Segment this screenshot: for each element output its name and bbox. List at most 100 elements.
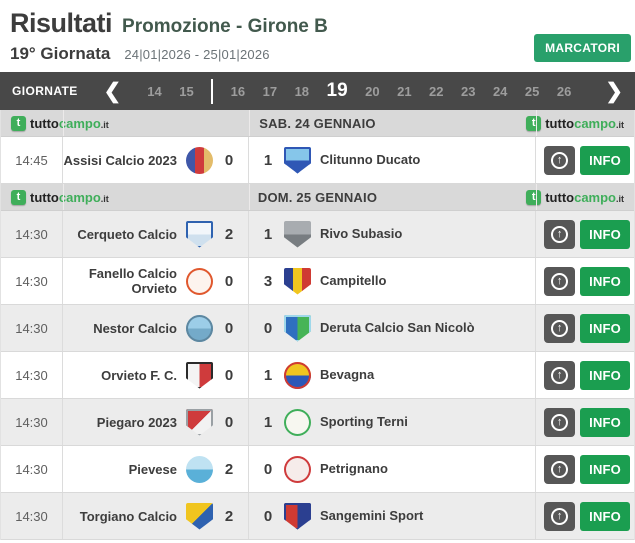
brand-tutto: tutto — [545, 115, 575, 131]
day-label: SAB. 24 GENNAIO — [259, 115, 376, 131]
home-team-name[interactable]: Orvieto F. C. — [101, 367, 177, 383]
round-17[interactable]: 17 — [262, 83, 278, 99]
round-19-current[interactable]: 19 — [326, 80, 348, 101]
home-team-logo — [186, 146, 213, 174]
tuttocampo-logo-text: tuttocampo.it — [545, 116, 624, 131]
arrow-up-circle-icon: ↑ — [551, 319, 569, 337]
home-team-name[interactable]: Assisi Calcio 2023 — [63, 152, 177, 168]
home-team-name[interactable]: Fanello Calcio Orvieto — [88, 266, 177, 296]
home-team-name[interactable]: Cerqueto Calcio — [77, 226, 177, 242]
away-team-score: 3 — [263, 272, 273, 290]
match-row: 14:45 Assisi Calcio 2023 0 1 Clitunno Du… — [1, 137, 634, 184]
away-team-score: 1 — [263, 151, 273, 169]
away-team-cell: 1 Clitunno Ducato — [249, 137, 536, 183]
match-time: 14:45 — [1, 137, 63, 183]
match-time: 14:30 — [1, 258, 63, 304]
home-team-logo — [186, 314, 213, 342]
round-16[interactable]: 16 — [230, 83, 246, 99]
page-title: Risultati — [10, 8, 113, 38]
away-team-name[interactable]: Campitello — [320, 273, 387, 289]
match-info-button[interactable]: INFO — [580, 454, 630, 484]
home-team-name[interactable]: Nestor Calcio — [93, 320, 177, 336]
home-team-name[interactable]: Piegaro 2023 — [96, 414, 177, 430]
column-divider — [63, 184, 64, 210]
rounds-divider-line — [211, 78, 214, 104]
arrow-up-circle-icon: ↑ — [551, 460, 569, 478]
match-info-button[interactable]: INFO — [580, 360, 630, 390]
match-report-button[interactable]: ↑ — [544, 219, 576, 249]
round-21[interactable]: 21 — [397, 83, 412, 99]
round-23[interactable]: 23 — [461, 83, 476, 99]
away-team-name[interactable]: Sporting Terni — [320, 414, 408, 430]
match-report-button[interactable]: ↑ — [544, 454, 576, 484]
match-report-button[interactable]: ↑ — [544, 313, 576, 343]
round-18[interactable]: 18 — [294, 83, 310, 99]
home-team-score: 0 — [224, 413, 234, 431]
home-team-logo — [186, 220, 213, 248]
away-team-name[interactable]: Petrignano — [320, 461, 388, 477]
match-info-button[interactable]: INFO — [580, 501, 630, 531]
away-team-logo — [284, 314, 311, 342]
home-team-name[interactable]: Torgiano Calcio — [79, 508, 177, 524]
match-actions: ↑ INFO — [536, 399, 634, 445]
arrow-up-circle-icon: ↑ — [551, 507, 569, 525]
round-25[interactable]: 25 — [524, 83, 540, 99]
home-team-score: 2 — [224, 507, 234, 525]
home-team-logo — [186, 502, 213, 530]
column-divider — [63, 110, 64, 136]
away-team-cell: 1 Sporting Terni — [249, 399, 536, 445]
away-team-name[interactable]: Sangemini Sport — [320, 508, 424, 524]
chevron-left-icon[interactable]: ❮ — [103, 79, 122, 103]
match-report-button[interactable]: ↑ — [544, 360, 576, 390]
brand-tld: .it — [100, 119, 109, 130]
match-actions: ↑ INFO — [536, 446, 634, 492]
away-team-cell: 0 Sangemini Sport — [249, 493, 536, 539]
home-team-score: 0 — [224, 272, 234, 290]
match-info-button[interactable]: INFO — [580, 313, 630, 343]
match-info-button[interactable]: INFO — [580, 407, 630, 437]
away-team-score: 0 — [263, 319, 273, 337]
match-info-button[interactable]: INFO — [580, 266, 630, 296]
tuttocampo-logo: t tuttocampo.it — [526, 189, 624, 205]
round-22[interactable]: 22 — [429, 83, 444, 99]
match-info-button[interactable]: INFO — [580, 219, 630, 249]
match-report-button[interactable]: ↑ — [544, 501, 576, 531]
brand-campo: campo — [58, 115, 101, 131]
round-24[interactable]: 24 — [492, 83, 508, 99]
round-20[interactable]: 20 — [365, 83, 380, 99]
away-team-name[interactable]: Clitunno Ducato — [320, 152, 421, 168]
home-team-logo — [186, 455, 213, 483]
away-team-name[interactable]: Deruta Calcio San Nicolò — [320, 320, 475, 336]
match-report-button[interactable]: ↑ — [544, 266, 576, 296]
tuttocampo-logo-icon: t — [526, 115, 542, 131]
round-14[interactable]: 14 — [147, 83, 162, 99]
brand-tld: .it — [100, 193, 109, 204]
away-team-name[interactable]: Bevagna — [320, 367, 375, 383]
brand-tutto: tutto — [30, 115, 59, 131]
brand-tld: .it — [616, 119, 624, 130]
round-15[interactable]: 15 — [179, 83, 194, 99]
column-divider — [249, 184, 250, 210]
away-team-score: 1 — [263, 413, 273, 431]
title-line: Risultati Promozione - Girone B — [10, 8, 625, 39]
away-team-cell: 3 Campitello — [249, 258, 536, 304]
marcatori-button[interactable]: MARCATORI — [534, 34, 631, 62]
home-team-cell: Orvieto F. C. 0 — [63, 352, 249, 398]
match-info-button[interactable]: INFO — [580, 145, 630, 175]
home-team-logo — [186, 267, 213, 295]
results-table: t tuttocampo.it SAB. 24 GENNAIO t tuttoc… — [0, 110, 635, 540]
match-row: 14:30 Fanello Calcio Orvieto 0 3 Campite… — [1, 258, 634, 305]
match-report-button[interactable]: ↑ — [544, 407, 576, 437]
column-divider — [536, 184, 537, 210]
away-team-logo — [284, 267, 311, 295]
away-team-name[interactable]: Rivo Subasio — [320, 226, 403, 242]
match-report-button[interactable]: ↑ — [544, 145, 576, 175]
home-team-name[interactable]: Pievese — [128, 461, 177, 477]
round-26[interactable]: 26 — [556, 83, 572, 99]
match-row: 14:30 Pievese 2 0 Petrignano ↑ INFO — [1, 446, 634, 493]
match-row: 14:30 Torgiano Calcio 2 0 Sangemini Spor… — [1, 493, 634, 540]
match-actions: ↑ INFO — [536, 211, 634, 257]
tuttocampo-logo-text: tuttocampo.it — [545, 190, 624, 205]
chevron-right-icon[interactable]: ❯ — [605, 79, 623, 103]
home-team-score: 0 — [224, 151, 234, 169]
